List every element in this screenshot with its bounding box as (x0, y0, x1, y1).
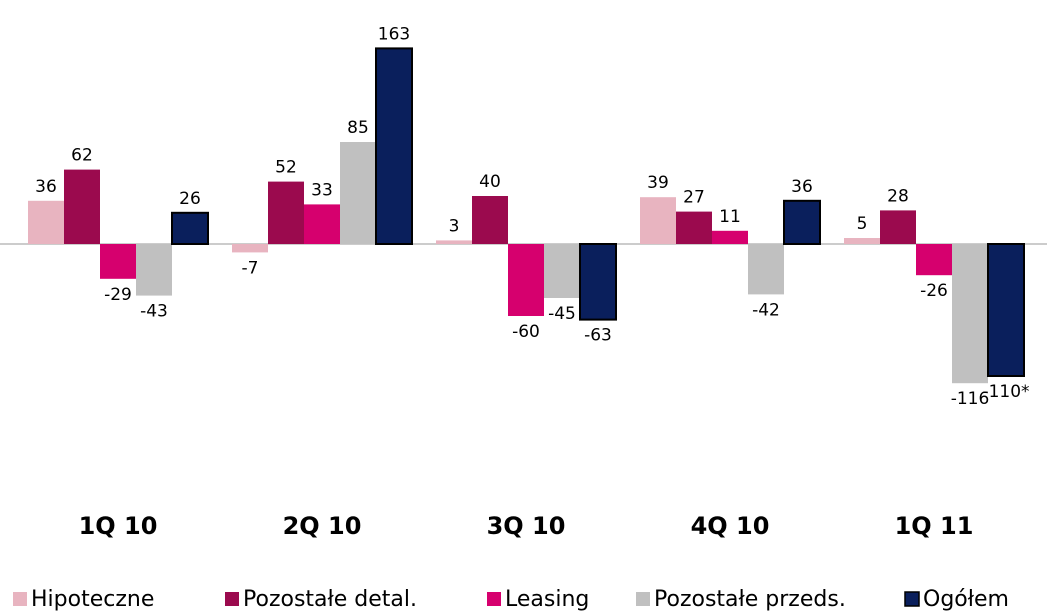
value-label: 62 (71, 146, 93, 166)
legend-swatch (225, 592, 239, 606)
legend-swatch (487, 592, 501, 606)
bar (916, 244, 952, 276)
value-label: 85 (347, 118, 369, 138)
legend-label: Ogółem (923, 587, 1009, 612)
bar (28, 200, 64, 244)
bar (508, 244, 544, 316)
bar (375, 47, 413, 246)
bar (844, 238, 880, 244)
value-label: -43 (140, 302, 168, 322)
value-label: -110* (982, 382, 1029, 402)
legend-label: Leasing (505, 587, 589, 612)
bar (304, 204, 340, 244)
bar (64, 169, 100, 244)
value-label: 52 (275, 158, 297, 178)
x-tick-label: 4Q 10 (691, 512, 770, 540)
bar (472, 196, 508, 244)
legend-label: Pozostałe detal. (243, 587, 417, 612)
x-tick-label: 1Q 10 (79, 512, 158, 540)
value-label: -29 (104, 285, 132, 305)
bar (676, 211, 712, 244)
bar (952, 244, 988, 384)
value-label: -60 (512, 322, 540, 342)
legend-swatch (13, 592, 27, 606)
bar (783, 199, 821, 246)
x-tick-label: 2Q 10 (283, 512, 362, 540)
legend-swatch (904, 591, 920, 607)
x-tick-label: 1Q 11 (895, 512, 974, 540)
value-label: 26 (179, 189, 201, 209)
value-label: 36 (791, 177, 813, 197)
value-label: 28 (887, 186, 909, 206)
bar (171, 211, 209, 246)
value-label: 163 (378, 24, 410, 44)
bar (136, 244, 172, 296)
bar (579, 243, 617, 321)
value-label: -7 (242, 258, 259, 278)
value-label: 40 (479, 172, 501, 192)
bar (880, 210, 916, 244)
bar (640, 197, 676, 244)
bar (748, 244, 784, 295)
value-label: 36 (35, 177, 57, 197)
legend-label: Hipoteczne (31, 587, 154, 612)
value-label: 11 (719, 207, 741, 227)
bar (268, 181, 304, 244)
x-tick-label: 3Q 10 (487, 512, 566, 540)
value-label: -116 (951, 389, 990, 409)
value-label: -63 (584, 326, 612, 346)
value-label: -26 (920, 281, 948, 301)
legend-label: Pozostałe przeds. (654, 587, 846, 612)
value-label: 27 (683, 188, 705, 208)
bar (712, 230, 748, 244)
value-label: -45 (548, 304, 576, 324)
bar (232, 244, 268, 253)
value-label: -42 (752, 300, 780, 320)
value-label: 33 (311, 180, 333, 200)
bar (544, 244, 580, 298)
bar (340, 142, 376, 244)
bar (987, 243, 1025, 377)
bar (100, 244, 136, 279)
value-label: 3 (449, 216, 460, 236)
legend-swatch (636, 592, 650, 606)
bar (436, 240, 472, 244)
value-label: 5 (857, 214, 868, 234)
value-label: 39 (647, 173, 669, 193)
